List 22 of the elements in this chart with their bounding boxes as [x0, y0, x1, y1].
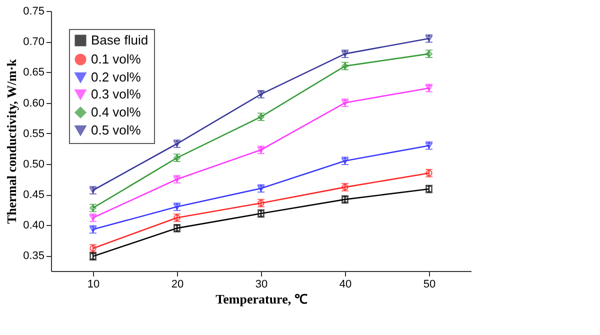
legend-label: Base fluid — [91, 32, 148, 48]
x-axis-title: Temperature, ℃ — [216, 292, 308, 306]
y-tick-label: 0.70 — [23, 36, 44, 48]
x-tick-label: 20 — [171, 278, 184, 290]
y-tick-label: 0.55 — [23, 128, 44, 140]
legend-label: 0.5 vol% — [91, 122, 142, 138]
x-tick-label: 10 — [87, 278, 100, 290]
y-tick-label: 0.40 — [23, 220, 44, 232]
y-tick-label: 0.50 — [23, 158, 44, 170]
legend-label: 0.1 vol% — [91, 52, 142, 66]
y-tick-label: 0.35 — [23, 250, 44, 262]
y-tick-label: 0.60 — [23, 97, 44, 110]
y-tick-label: 0.75 — [23, 6, 44, 18]
legend-label: 0.2 vol% — [91, 70, 142, 84]
legend-label: 0.3 vol% — [91, 86, 142, 102]
y-tick-label: 0.45 — [23, 189, 44, 202]
x-tick-label: 50 — [423, 278, 436, 290]
y-tick-label: 0.65 — [23, 66, 44, 79]
x-tick-label: 40 — [339, 278, 352, 290]
y-axis-title: Thermal conductivity, W/m·k — [4, 58, 20, 224]
legend-label: 0.4 vol% — [91, 104, 142, 120]
x-tick-label: 30 — [255, 278, 268, 290]
